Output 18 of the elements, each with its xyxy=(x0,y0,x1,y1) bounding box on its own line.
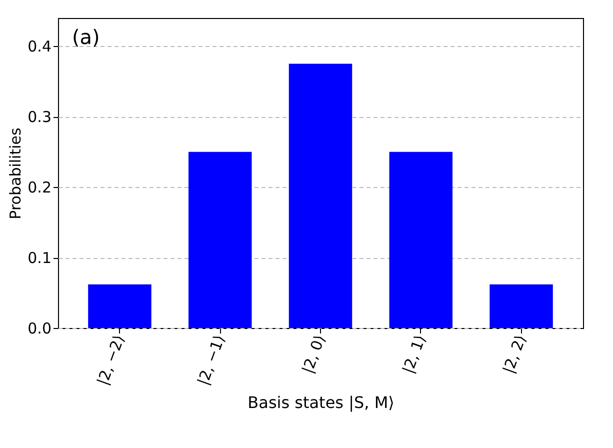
x-tick-label: |2, −1⟩ xyxy=(194,332,229,388)
x-axis-title: Basis states |S, M⟩ xyxy=(248,393,394,412)
bar xyxy=(288,64,352,328)
y-tick-label: 0.1 xyxy=(28,249,52,268)
y-tick-label: 0.4 xyxy=(28,38,52,56)
y-axis-title: Probabilities xyxy=(6,128,25,220)
x-tick-label: |2, 0⟩ xyxy=(298,332,329,376)
y-tick-label: 0.0 xyxy=(28,320,52,338)
y-tick-label: 0.3 xyxy=(28,108,52,126)
annotation: (a) xyxy=(72,25,100,49)
x-tick-label: |2, −2⟩ xyxy=(93,332,128,388)
bar xyxy=(490,284,553,328)
bar xyxy=(389,152,453,328)
x-tick-label: |2, 1⟩ xyxy=(398,332,430,376)
y-tick-label: 0.2 xyxy=(28,178,52,197)
bar xyxy=(188,152,252,328)
bar xyxy=(88,284,152,328)
x-tick-label: |2, 2⟩ xyxy=(499,332,530,376)
